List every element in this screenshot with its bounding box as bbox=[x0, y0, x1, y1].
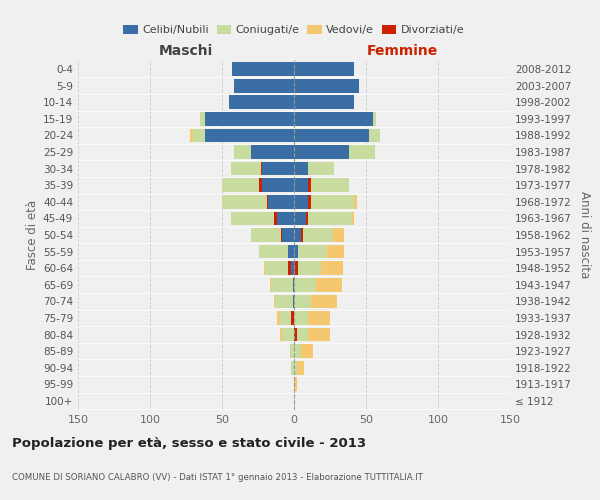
Bar bbox=[297, 361, 304, 374]
Bar bbox=[305, 212, 352, 225]
Text: Maschi: Maschi bbox=[159, 44, 213, 58]
Bar bbox=[280, 328, 283, 342]
Bar bbox=[264, 262, 265, 275]
Bar bbox=[222, 178, 262, 192]
Bar bbox=[333, 228, 344, 242]
Bar bbox=[308, 178, 311, 192]
Bar bbox=[262, 178, 294, 192]
Bar bbox=[294, 328, 297, 342]
Bar bbox=[294, 245, 298, 258]
Bar bbox=[301, 228, 333, 242]
Bar bbox=[262, 162, 294, 175]
Bar bbox=[311, 294, 337, 308]
Bar bbox=[274, 294, 275, 308]
Bar bbox=[233, 79, 294, 92]
Bar bbox=[327, 245, 344, 258]
Bar bbox=[269, 278, 271, 291]
Bar bbox=[277, 311, 280, 324]
Bar bbox=[229, 96, 294, 109]
Bar bbox=[294, 294, 311, 308]
Bar bbox=[271, 278, 293, 291]
Bar bbox=[294, 361, 297, 374]
Bar bbox=[251, 228, 283, 242]
Bar bbox=[294, 278, 316, 291]
Bar bbox=[274, 212, 277, 225]
Bar bbox=[280, 311, 294, 324]
Bar bbox=[294, 62, 355, 76]
Bar bbox=[266, 195, 268, 208]
Bar bbox=[205, 112, 294, 126]
Bar bbox=[281, 228, 283, 242]
Bar bbox=[222, 195, 268, 208]
Bar bbox=[294, 378, 297, 391]
Bar bbox=[190, 128, 193, 142]
Bar bbox=[259, 245, 288, 258]
Bar bbox=[294, 212, 305, 225]
Bar bbox=[293, 294, 294, 308]
Legend: Celibi/Nubili, Coniugati/e, Vedovi/e, Divorziati/e: Celibi/Nubili, Coniugati/e, Vedovi/e, Di… bbox=[119, 20, 469, 40]
Bar bbox=[291, 262, 294, 275]
Bar bbox=[305, 212, 308, 225]
Bar bbox=[291, 361, 294, 374]
Bar bbox=[294, 112, 373, 126]
Bar bbox=[301, 228, 302, 242]
Y-axis label: Fasce di età: Fasce di età bbox=[26, 200, 39, 270]
Bar bbox=[232, 62, 294, 76]
Bar bbox=[373, 112, 376, 126]
Bar bbox=[294, 146, 349, 159]
Bar bbox=[322, 262, 343, 275]
Bar bbox=[308, 195, 311, 208]
Bar bbox=[294, 195, 308, 208]
Bar bbox=[230, 212, 277, 225]
Bar bbox=[290, 344, 294, 358]
Bar bbox=[251, 146, 294, 159]
Bar bbox=[294, 262, 295, 275]
Bar bbox=[205, 128, 294, 142]
Bar bbox=[294, 79, 359, 92]
Bar bbox=[355, 195, 358, 208]
Bar bbox=[294, 328, 308, 342]
Bar bbox=[294, 128, 369, 142]
Bar bbox=[294, 162, 308, 175]
Bar bbox=[259, 178, 262, 192]
Text: COMUNE DI SORIANO CALABRO (VV) - Dati ISTAT 1° gennaio 2013 - Elaborazione TUTTI: COMUNE DI SORIANO CALABRO (VV) - Dati IS… bbox=[12, 473, 423, 482]
Bar bbox=[301, 344, 313, 358]
Bar bbox=[294, 178, 308, 192]
Bar bbox=[265, 262, 291, 275]
Bar bbox=[308, 195, 355, 208]
Bar bbox=[283, 328, 294, 342]
Bar bbox=[294, 344, 301, 358]
Bar bbox=[308, 178, 349, 192]
Bar bbox=[291, 311, 294, 324]
Bar bbox=[200, 112, 205, 126]
Bar bbox=[230, 162, 262, 175]
Bar bbox=[293, 278, 294, 291]
Bar bbox=[275, 294, 293, 308]
Bar bbox=[349, 146, 374, 159]
Bar bbox=[352, 212, 355, 225]
Bar bbox=[294, 96, 355, 109]
Bar bbox=[316, 278, 341, 291]
Bar bbox=[295, 262, 322, 275]
Bar bbox=[294, 228, 301, 242]
Bar bbox=[268, 195, 294, 208]
Bar bbox=[308, 162, 334, 175]
Bar bbox=[288, 262, 291, 275]
Bar bbox=[288, 245, 294, 258]
Text: Popolazione per età, sesso e stato civile - 2013: Popolazione per età, sesso e stato civil… bbox=[12, 438, 366, 450]
Bar bbox=[261, 162, 262, 175]
Bar bbox=[298, 245, 327, 258]
Bar bbox=[295, 262, 298, 275]
Bar bbox=[308, 328, 330, 342]
Bar bbox=[308, 311, 330, 324]
Text: Femmine: Femmine bbox=[367, 44, 437, 58]
Bar bbox=[283, 228, 294, 242]
Y-axis label: Anni di nascita: Anni di nascita bbox=[578, 192, 591, 278]
Bar bbox=[294, 311, 308, 324]
Bar bbox=[369, 128, 380, 142]
Bar bbox=[277, 212, 294, 225]
Bar bbox=[233, 146, 251, 159]
Bar bbox=[193, 128, 205, 142]
